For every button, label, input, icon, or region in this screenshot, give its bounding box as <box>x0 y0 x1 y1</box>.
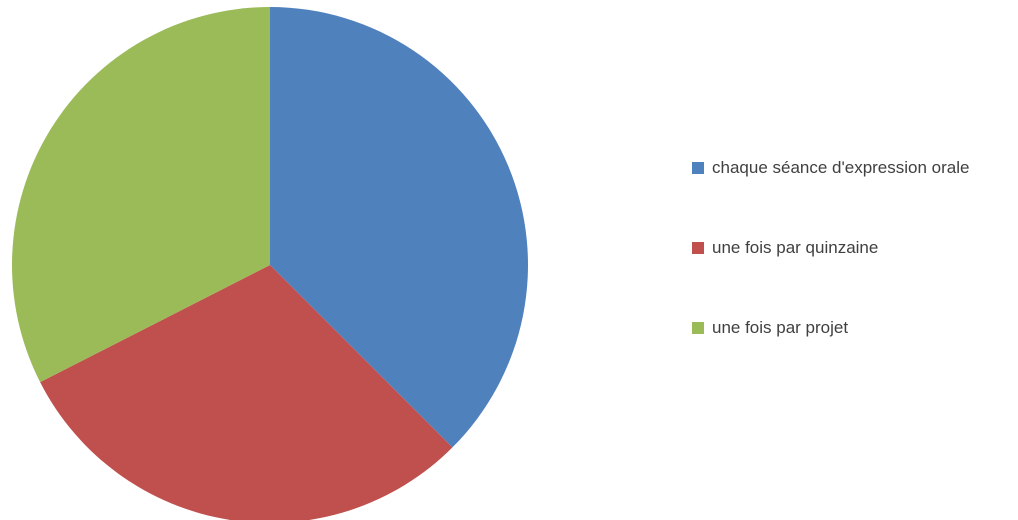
legend-swatch <box>692 162 704 174</box>
pie-slice <box>40 265 453 520</box>
legend-label: une fois par quinzaine <box>712 238 879 257</box>
pie-slice <box>12 7 271 383</box>
legend-swatch <box>692 242 704 254</box>
legend-entry: chaque séance d'expression orale <box>692 152 977 184</box>
legend-entry: une fois par projet <box>692 312 977 344</box>
pie-slice <box>270 7 528 448</box>
legend-entry: une fois par quinzaine <box>692 232 977 264</box>
legend-swatch <box>692 322 704 334</box>
legend-label: chaque séance d'expression orale <box>712 158 970 177</box>
legend-label: une fois par projet <box>712 318 849 337</box>
